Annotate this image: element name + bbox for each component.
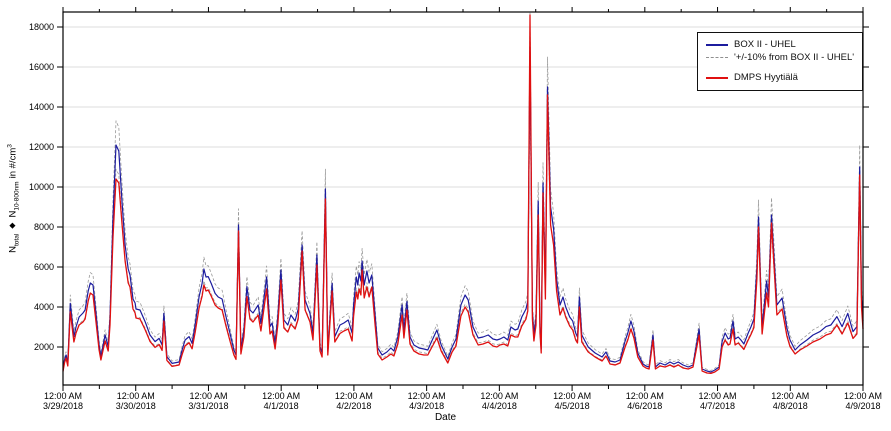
y-tick-label: 8000 xyxy=(34,222,54,232)
legend-label: '+/-10% from BOX II - UHEL' xyxy=(734,52,855,63)
x-tick-date-label: 4/8/2018 xyxy=(773,401,808,411)
x-tick-date-label: 4/9/2018 xyxy=(845,401,880,411)
diamond-icon: ◆ xyxy=(7,222,17,229)
y-tick-label: 4000 xyxy=(34,302,54,312)
y-tick-label: 12000 xyxy=(29,142,54,152)
x-axis-title: Date xyxy=(434,412,457,423)
y-tick-label: 6000 xyxy=(34,262,54,272)
x-tick-time-label: 12:00 AM xyxy=(335,391,373,401)
legend-label: BOX II - UHEL xyxy=(734,39,796,50)
y-axis-title-n2: N xyxy=(7,210,19,218)
x-tick-date-label: 4/1/2018 xyxy=(264,401,299,411)
series-box2-uhel-line xyxy=(62,46,864,373)
y-tick-label: 16000 xyxy=(29,62,54,72)
y-axis-unit: in #/cm xyxy=(7,147,19,179)
x-tick-time-label: 12:00 AM xyxy=(262,391,300,401)
x-tick-time-label: 12:00 AM xyxy=(189,391,227,401)
legend-entry-dmps: DMPS Hyytiälä xyxy=(706,71,854,84)
y-axis-unit-sup: 3 xyxy=(6,144,14,148)
x-tick-date-label: 3/31/2018 xyxy=(188,401,228,411)
x-tick-time-label: 12:00 AM xyxy=(480,391,518,401)
x-tick-date-label: 4/4/2018 xyxy=(482,401,517,411)
x-tick-time-label: 12:00 AM xyxy=(44,391,82,401)
band-lower-line xyxy=(62,80,864,374)
x-tick-date-label: 3/29/2018 xyxy=(43,401,83,411)
x-tick-time-label: 12:00 AM xyxy=(844,391,882,401)
x-tick-date-label: 4/6/2018 xyxy=(627,401,662,411)
y-axis-title: Ntotal◆N10-800nmin #/cm3 xyxy=(6,74,21,324)
x-tick-date-label: 4/7/2018 xyxy=(700,401,735,411)
y-axis-title-n2-sub: 10-800nm xyxy=(13,181,21,211)
x-tick-time-label: 12:00 AM xyxy=(626,391,664,401)
blue-line-swatch-icon xyxy=(706,43,728,46)
gray-dashed-swatch-icon xyxy=(706,57,728,58)
y-axis-title-n1: N xyxy=(7,246,19,253)
y-axis-title-n1-sub: total xyxy=(13,233,21,246)
x-tick-time-label: 12:00 AM xyxy=(408,391,446,401)
y-tick-label: 2000 xyxy=(34,342,54,352)
series-dmps-line xyxy=(62,14,864,375)
legend-entry-box2-uhel: BOX II - UHEL xyxy=(706,38,854,51)
x-tick-time-label: 12:00 AM xyxy=(553,391,591,401)
y-tick-label: 10000 xyxy=(29,182,54,192)
x-tick-date-label: 4/5/2018 xyxy=(555,401,590,411)
x-tick-time-label: 12:00 AM xyxy=(699,391,737,401)
x-tick-date-label: 4/3/2018 xyxy=(409,401,444,411)
legend-box: BOX II - UHEL '+/-10% from BOX II - UHEL… xyxy=(697,32,864,91)
x-tick-date-label: 4/2/2018 xyxy=(336,401,371,411)
legend-entry-band: '+/-10% from BOX II - UHEL' xyxy=(706,51,854,64)
x-tick-time-label: 12:00 AM xyxy=(117,391,155,401)
x-tick-time-label: 12:00 AM xyxy=(771,391,809,401)
y-tick-label: 14000 xyxy=(29,102,54,112)
y-tick-label: 18000 xyxy=(29,22,54,32)
red-line-swatch-icon xyxy=(706,76,728,79)
legend-label: DMPS Hyytiälä xyxy=(734,72,798,83)
band-upper-line xyxy=(62,12,864,371)
x-tick-date-label: 3/30/2018 xyxy=(116,401,156,411)
